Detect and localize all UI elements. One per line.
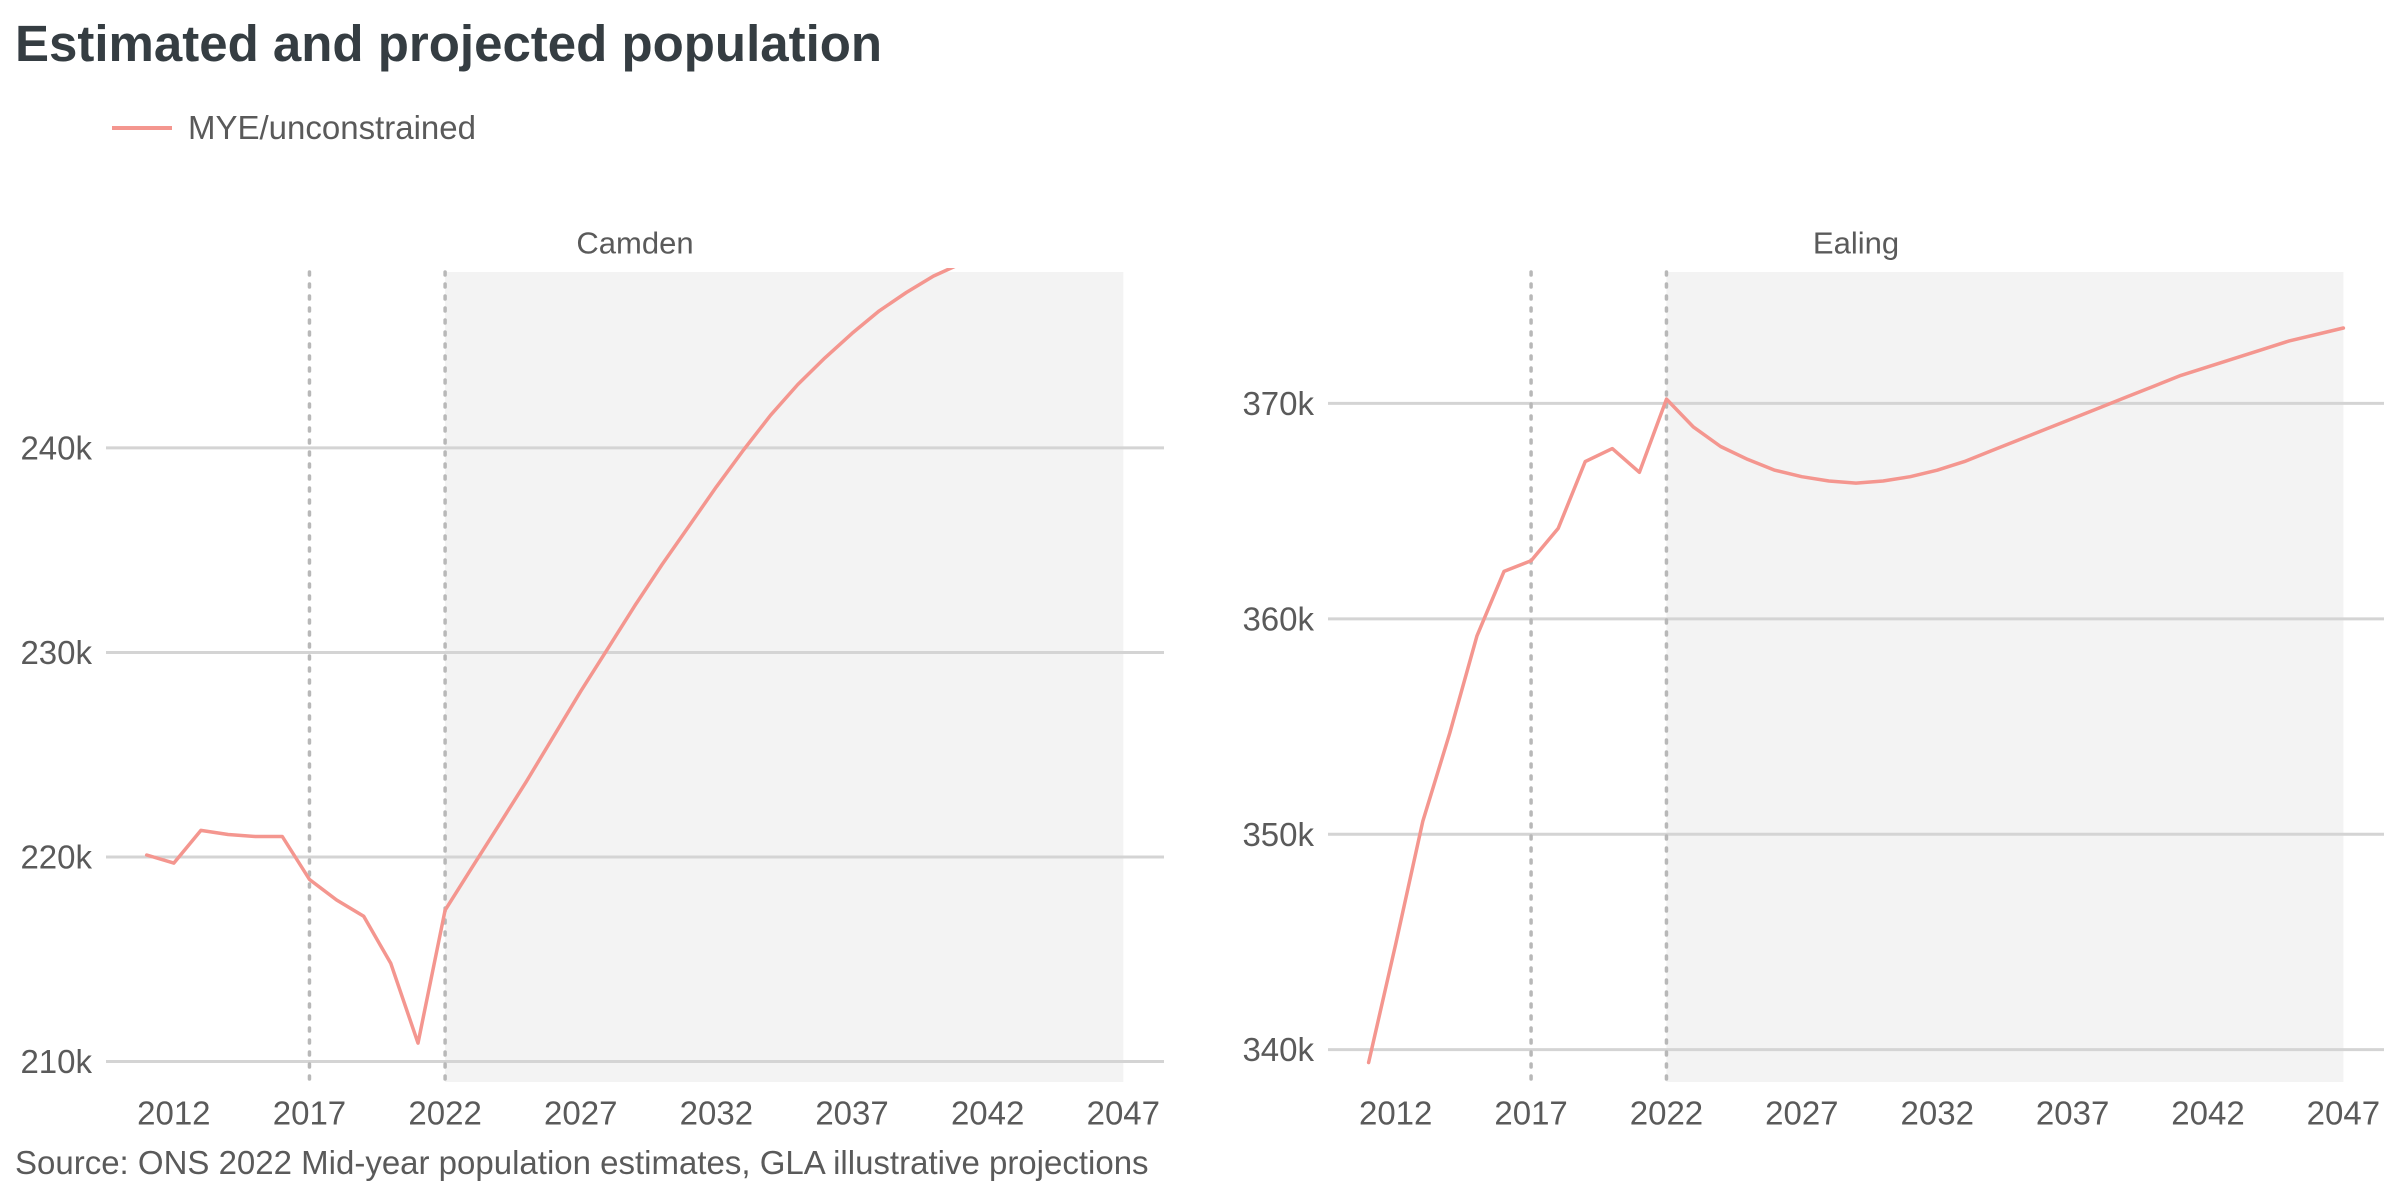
source-note: Source: ONS 2022 Mid-year population est…: [15, 1144, 1149, 1181]
legend: MYE/unconstrained: [112, 104, 476, 152]
legend-swatch: [112, 126, 172, 130]
panel-title: Ealing: [1813, 226, 1899, 261]
x-tick-label: 2047: [1087, 1095, 1160, 1132]
x-tick-label: 2012: [1359, 1095, 1432, 1132]
x-tick-label: 2042: [951, 1095, 1024, 1132]
x-tick-label: 2037: [2036, 1095, 2109, 1132]
x-tick-label: 2017: [273, 1095, 346, 1132]
y-tick-label: 370k: [1242, 385, 1314, 422]
legend-label: MYE/unconstrained: [188, 109, 476, 146]
x-tick-label: 2032: [680, 1095, 753, 1132]
x-tick-label: 2047: [2307, 1095, 2380, 1132]
x-tick-label: 2012: [137, 1095, 210, 1132]
projection-shade: [1666, 272, 2344, 1082]
y-tick-label: 230k: [20, 634, 92, 671]
x-tick-label: 2027: [1765, 1095, 1838, 1132]
x-tick-label: 2037: [815, 1095, 888, 1132]
y-tick-label: 350k: [1242, 816, 1314, 853]
series-line: [1366, 326, 2346, 1065]
x-tick-label: 2032: [1901, 1095, 1974, 1132]
x-tick-label: 2017: [1494, 1095, 1567, 1132]
panel-camden: 210k 220k 230k 240k 2012 2017 2022 2027 2032 2037…: [20, 226, 1164, 1132]
y-tick-label: 240k: [20, 429, 92, 466]
projection-shade: [445, 272, 1124, 1082]
panel-ealing: 340k 350k 360k 370k 2012 2017 2022 2027 2032 2037…: [1242, 226, 2384, 1132]
y-tick-label: 220k: [20, 839, 92, 876]
x-tick-label: 2042: [2171, 1095, 2244, 1132]
panel-title: Camden: [576, 226, 693, 261]
y-tick-label: 210k: [20, 1043, 92, 1080]
y-tick-label: 340k: [1242, 1031, 1314, 1068]
x-tick-label: 2027: [544, 1095, 617, 1132]
chart-title: Estimated and projected population: [15, 15, 883, 72]
x-tick-label: 2022: [408, 1095, 481, 1132]
y-tick-label: 360k: [1242, 600, 1314, 637]
x-tick-label: 2022: [1630, 1095, 1703, 1132]
series-line: [144, 268, 956, 1045]
